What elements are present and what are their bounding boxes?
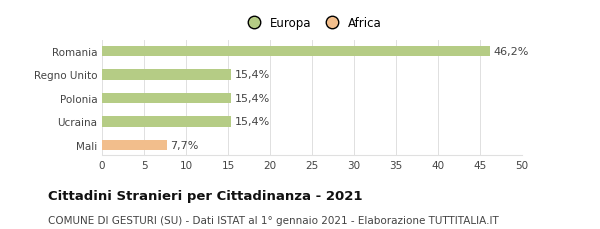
Text: 15,4%: 15,4% — [235, 93, 270, 104]
Bar — [102, 70, 232, 80]
Bar — [102, 117, 232, 127]
Text: 7,7%: 7,7% — [170, 140, 199, 150]
Text: 15,4%: 15,4% — [235, 117, 270, 127]
Text: Cittadini Stranieri per Cittadinanza - 2021: Cittadini Stranieri per Cittadinanza - 2… — [48, 189, 362, 202]
Bar — [102, 140, 167, 150]
Text: COMUNE DI GESTURI (SU) - Dati ISTAT al 1° gennaio 2021 - Elaborazione TUTTITALIA: COMUNE DI GESTURI (SU) - Dati ISTAT al 1… — [48, 215, 499, 225]
Text: 15,4%: 15,4% — [235, 70, 270, 80]
Bar — [102, 46, 490, 57]
Text: 46,2%: 46,2% — [493, 47, 529, 57]
Bar — [102, 93, 232, 104]
Legend: Europa, Africa: Europa, Africa — [240, 15, 384, 33]
